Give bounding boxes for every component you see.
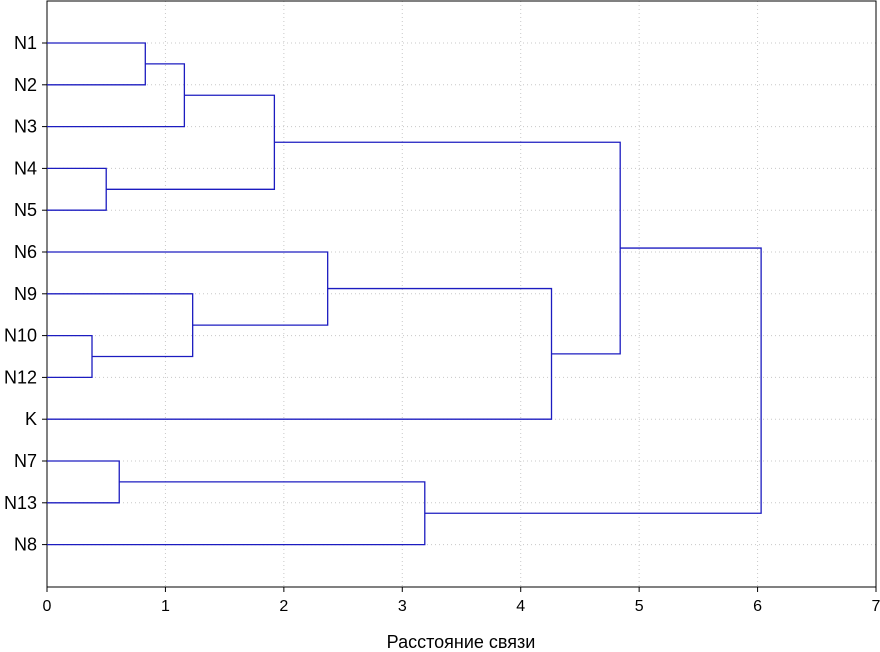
leaf-label: N7 bbox=[14, 451, 37, 471]
x-tick-label: 4 bbox=[516, 598, 525, 615]
leaf-label: N10 bbox=[4, 326, 37, 346]
leaf-label: N5 bbox=[14, 200, 37, 220]
dendrogram-link-c9 bbox=[274, 141, 621, 355]
x-tick-label: 1 bbox=[161, 598, 170, 615]
leaf-label: N6 bbox=[14, 242, 37, 262]
leaf-label: N9 bbox=[14, 284, 37, 304]
leaf-label: N4 bbox=[14, 158, 37, 178]
leaf-label: K bbox=[25, 409, 37, 429]
leaf-label: N13 bbox=[4, 493, 37, 513]
x-tick-label: 3 bbox=[398, 598, 407, 615]
leaf-label: N2 bbox=[14, 75, 37, 95]
grid-lines bbox=[47, 1, 876, 587]
dendrogram-link-c10 bbox=[47, 460, 120, 504]
dendrogram-link-c4 bbox=[106, 94, 276, 190]
x-tick-label: 0 bbox=[43, 598, 52, 615]
x-tick-label: 6 bbox=[753, 598, 762, 615]
dendrogram-link-c3 bbox=[47, 167, 107, 211]
x-tick-label: 7 bbox=[872, 598, 880, 615]
dendrogram-link-c6 bbox=[47, 293, 194, 358]
x-tick-label: 2 bbox=[279, 598, 288, 615]
leaf-label: N12 bbox=[4, 367, 37, 387]
dendrogram-link-c12 bbox=[424, 247, 762, 514]
x-axis-title: Расстояние связи bbox=[387, 632, 536, 652]
dendrogram-link-c1 bbox=[47, 42, 146, 86]
dendrogram-link-c5 bbox=[47, 334, 93, 379]
dendrogram-links bbox=[47, 42, 762, 546]
dendrogram-link-c7 bbox=[47, 251, 329, 326]
x-axis-ticks: 0 1 2 3 4 5 6 7 bbox=[42, 42, 880, 615]
dendrogram-link-c11 bbox=[47, 481, 426, 546]
dendrogram-link-c8 bbox=[47, 287, 553, 420]
x-tick-label: 5 bbox=[635, 598, 644, 615]
leaf-label: N8 bbox=[14, 535, 37, 555]
dendrogram-link-c2 bbox=[47, 63, 186, 128]
leaf-labels: N1 N2 N3 N4 N5 N6 N9 N10 N12 K N7 N13 N8 bbox=[4, 33, 37, 555]
leaf-label: N1 bbox=[14, 33, 37, 53]
leaf-label: N3 bbox=[14, 117, 37, 137]
